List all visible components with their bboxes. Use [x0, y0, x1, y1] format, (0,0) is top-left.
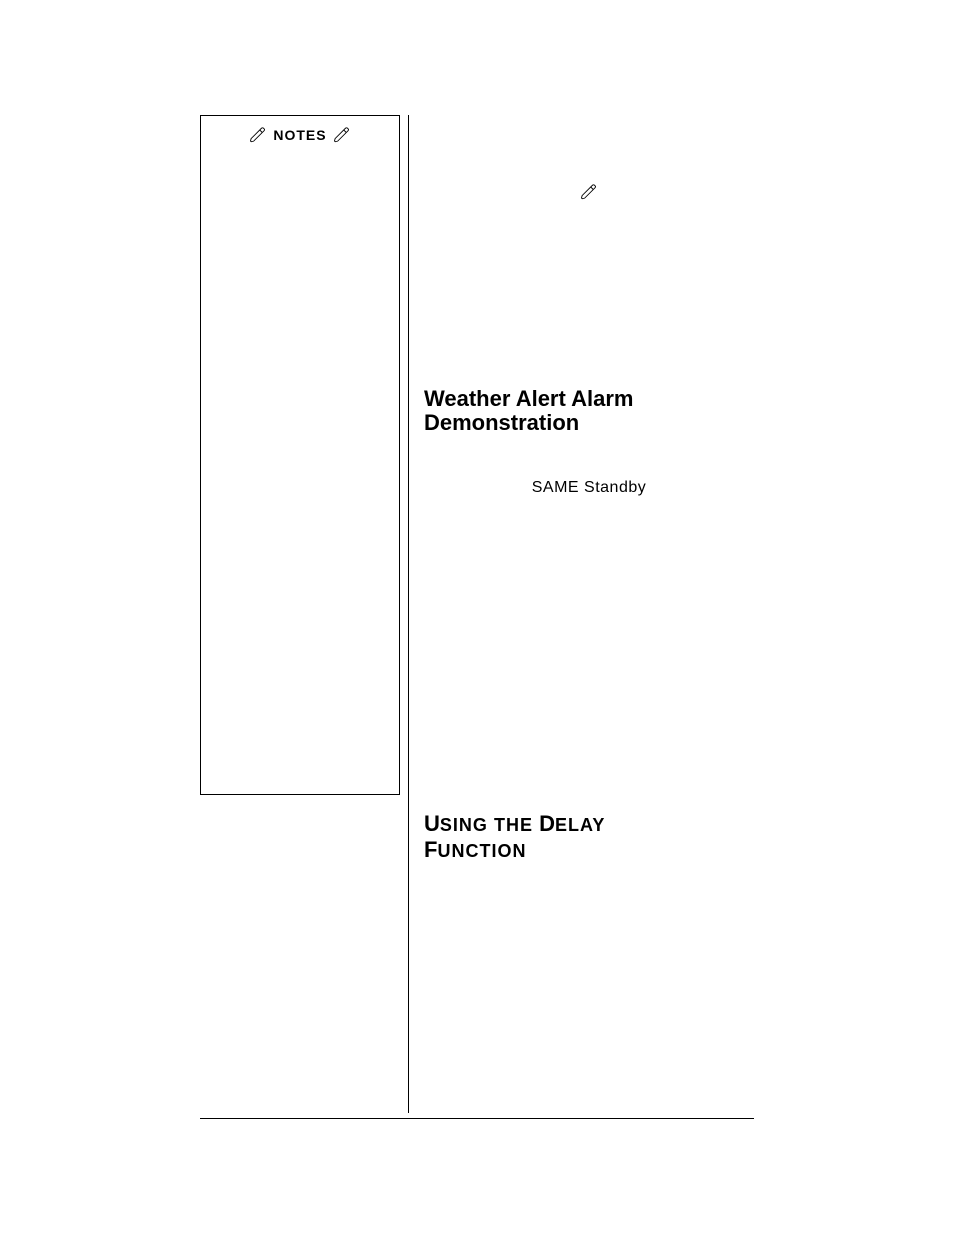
notes-label: NOTES: [273, 127, 326, 143]
notes-header: NOTES: [201, 116, 399, 152]
small-caps: SING: [440, 815, 488, 835]
bottom-rule: [200, 1118, 754, 1119]
pencil-icon: [580, 183, 598, 201]
standby-text: SAME Standby: [424, 479, 754, 497]
heading-delay: USING THE DELAY FUNCTION: [424, 811, 754, 862]
heading-line: Demonstration: [424, 410, 579, 435]
pencil-icon: [249, 126, 267, 144]
cap-letter: U: [424, 811, 440, 836]
pencil-icon: [333, 126, 351, 144]
page: NOTES Weather Alert Alarm Demonstration: [0, 0, 954, 1235]
cap-letter: F: [424, 837, 437, 862]
main-column: Weather Alert Alarm Demonstration SAME S…: [424, 115, 754, 862]
vertical-divider: [408, 115, 409, 1113]
small-caps: THE: [494, 815, 533, 835]
inline-pencil-row: [424, 183, 754, 201]
cap-letter: D: [539, 811, 555, 836]
small-caps: ELAY: [555, 815, 605, 835]
heading-line: Weather Alert Alarm: [424, 386, 633, 411]
notes-sidebar: NOTES: [200, 115, 400, 795]
heading-weather-alert: Weather Alert Alarm Demonstration: [424, 387, 754, 435]
small-caps: UNCTION: [437, 841, 526, 861]
